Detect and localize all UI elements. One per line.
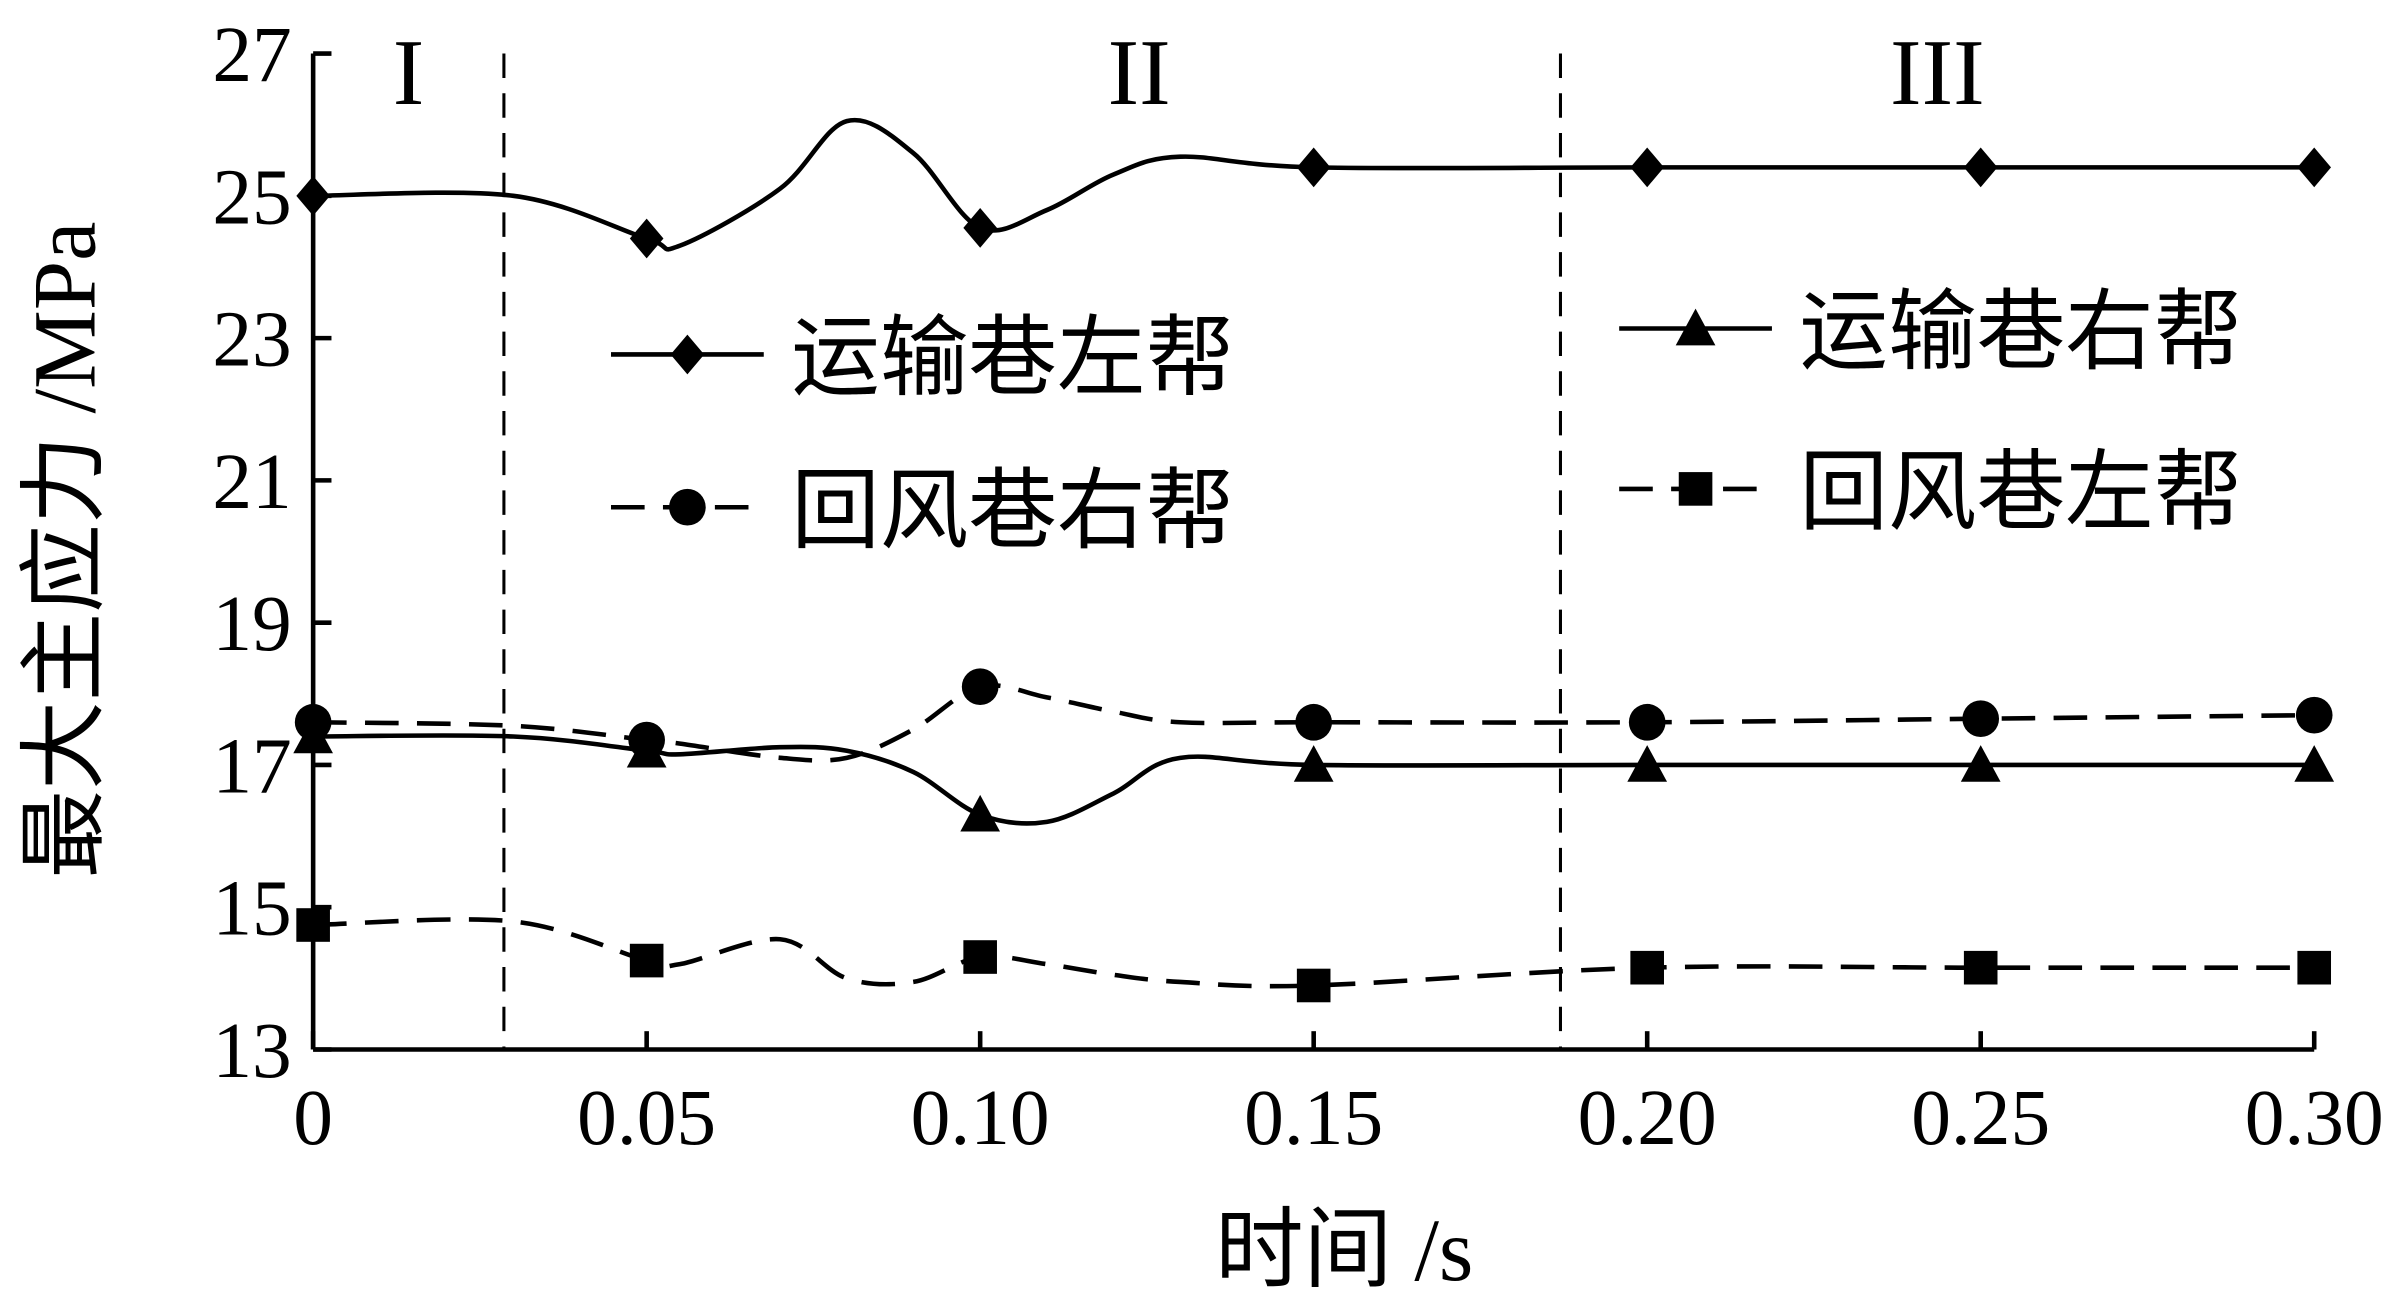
- legend-label: 回风巷右帮: [791, 463, 1234, 561]
- marker: [629, 218, 664, 259]
- x-tick-label: 0.15: [1244, 1074, 1383, 1162]
- marker: [1628, 703, 1666, 741]
- marker: [1630, 147, 1664, 188]
- legend-marker: [669, 488, 706, 526]
- marker: [1963, 950, 1998, 985]
- marker: [2295, 696, 2333, 734]
- marker: [1627, 745, 1668, 782]
- marker: [1962, 700, 2000, 738]
- marker: [296, 908, 330, 942]
- marker: [2294, 745, 2335, 782]
- y-tick-label: 25: [212, 153, 291, 241]
- marker: [626, 730, 667, 768]
- region-label: II: [1108, 21, 1171, 125]
- region-label: I: [393, 21, 425, 125]
- marker: [960, 794, 1001, 832]
- y-tick-label: 19: [212, 580, 291, 668]
- marker: [1963, 147, 1998, 188]
- legend-marker: [1678, 472, 1713, 506]
- x-tick-label: 0: [293, 1074, 333, 1162]
- x-tick-label: 0.30: [2245, 1074, 2384, 1162]
- marker: [1296, 147, 1331, 188]
- marker: [629, 943, 664, 978]
- x-tick-label: 0.10: [911, 1074, 1050, 1162]
- legend-label: 运输巷右帮: [1799, 284, 2242, 382]
- marker: [1293, 745, 1334, 782]
- region-label: III: [1890, 21, 1985, 125]
- x-tick-label: 0.20: [1578, 1074, 1717, 1162]
- y-tick-label: 15: [212, 865, 291, 953]
- y-tick-label: 13: [212, 1007, 291, 1095]
- marker: [961, 668, 999, 706]
- x-tick-label: 0.05: [577, 1074, 716, 1162]
- y-axis-label: 最大主应力 /MPa: [17, 222, 115, 879]
- marker: [963, 207, 997, 248]
- legend-label: 运输巷左帮: [791, 310, 1234, 408]
- marker: [1960, 745, 2001, 782]
- y-tick-label: 27: [212, 11, 291, 99]
- marker: [963, 940, 997, 974]
- marker: [293, 716, 334, 754]
- legend-marker: [1675, 308, 1716, 346]
- y-tick-label: 21: [212, 438, 291, 526]
- x-tick-label: 0.25: [1911, 1074, 2050, 1162]
- y-tick-label: 17: [212, 722, 291, 810]
- marker: [1630, 950, 1664, 985]
- y-tick-label: 23: [212, 296, 291, 384]
- marker: [2297, 950, 2332, 985]
- marker: [2297, 147, 2332, 188]
- legend-marker: [670, 334, 705, 375]
- marker: [1296, 968, 1331, 1003]
- marker: [1295, 703, 1333, 741]
- marker: [296, 175, 330, 216]
- x-axis-label: 时间 /s: [1215, 1202, 1473, 1294]
- legend-label: 回风巷左帮: [1799, 445, 2242, 543]
